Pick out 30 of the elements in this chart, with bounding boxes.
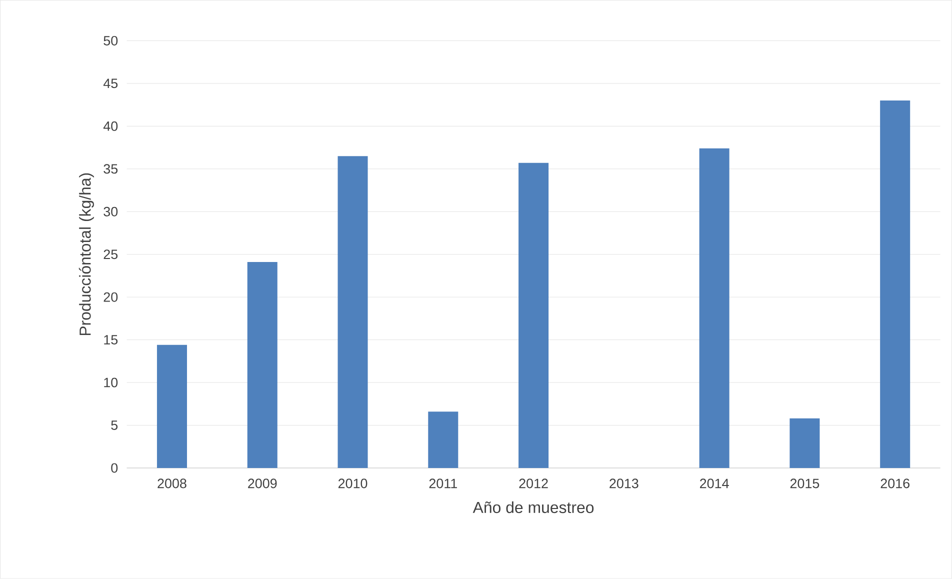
x-tick-label: 2014: [700, 478, 729, 488]
y-tick-label: 5: [111, 420, 118, 430]
y-tick-label: 30: [104, 206, 118, 217]
bar: [247, 262, 278, 468]
y-axis-title: Produccióntotal (kg/ha): [78, 174, 94, 336]
x-tick-label: 2011: [429, 478, 457, 488]
bar: [699, 148, 730, 468]
bar: [338, 156, 368, 468]
y-tick-label: 35: [104, 164, 118, 174]
bar: [518, 163, 549, 468]
x-tick-label: 2012: [519, 478, 548, 488]
x-axis-title: Año de muestreo: [472, 502, 594, 514]
y-tick-label: 40: [103, 122, 118, 132]
y-tick-label: 50: [104, 36, 118, 46]
bar: [156, 345, 187, 468]
x-tick-label: 2013: [610, 478, 638, 488]
y-tick-label: 25: [104, 250, 118, 260]
y-tick-label: 15: [104, 335, 118, 345]
x-tick-label: 2015: [790, 478, 820, 488]
x-tick-label: 2016: [880, 478, 910, 488]
x-tick-label: 2009: [248, 478, 277, 488]
bar: [790, 418, 820, 468]
bar: [428, 412, 458, 468]
y-tick-label: 0: [111, 463, 118, 473]
y-tick-label: 10: [104, 378, 118, 388]
x-tick-label: 2010: [338, 478, 368, 488]
x-tick-label: 2008: [158, 478, 186, 488]
bar: [880, 100, 910, 468]
y-tick-label: 20: [104, 292, 118, 302]
y-tick-label: 45: [103, 78, 118, 88]
